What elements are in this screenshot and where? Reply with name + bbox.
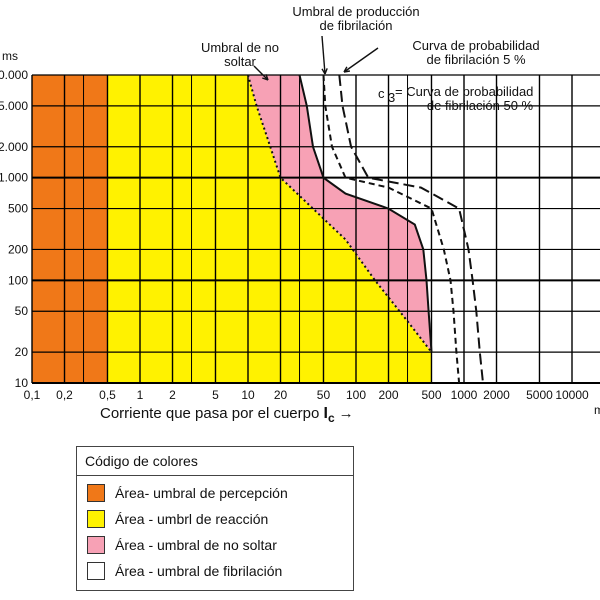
y-tick-label: 200	[8, 242, 28, 256]
y-tick-label: 1.000	[0, 171, 28, 185]
annotation-arrow	[343, 47, 379, 73]
swatch-pink	[87, 536, 105, 554]
x-tick-label: 1	[137, 388, 144, 402]
annotation-text: Umbral de producción	[292, 4, 419, 19]
x-tick-label: 5	[212, 388, 219, 402]
x-tick-label: 0,5	[99, 388, 116, 402]
annotation-text: soltar	[224, 54, 256, 69]
legend-item-no-let-go: Área - umbral de no soltar	[87, 534, 277, 556]
annotation-text: 3	[388, 90, 395, 105]
color-legend: Código de colores Área- umbral de percep…	[76, 446, 354, 591]
annotation-text: Curva de probabilidad	[412, 38, 539, 53]
annotation-text: de fibrilación	[320, 18, 393, 33]
area-reaction	[107, 75, 432, 383]
legend-label: Área - umbrl de reacción	[115, 511, 269, 527]
area-perception	[32, 75, 108, 383]
x-tick-label: 10	[241, 388, 255, 402]
x-tick-label: 10000	[555, 388, 589, 402]
y-tick-label: 10	[15, 376, 29, 390]
x-tick-label: 200	[378, 388, 398, 402]
x-tick-label: 50	[317, 388, 331, 402]
y-tick-label: 50	[15, 304, 29, 318]
x-tick-label: 0,2	[56, 388, 73, 402]
x-tick-label: 20	[274, 388, 288, 402]
legend-title: Código de colores	[85, 453, 198, 469]
legend-label: Área - umbral de fibrilación	[115, 563, 283, 579]
legend-label: Área- umbral de percepción	[115, 485, 288, 501]
x-tick-label: 2	[169, 388, 176, 402]
legend-item-fibrillation: Área - umbral de fibrilación	[87, 560, 282, 582]
swatch-yellow	[87, 510, 105, 528]
x-tick-label: 2000	[483, 388, 510, 402]
annotation-text: de fibrilación 50 %	[427, 98, 534, 113]
legend-item-perception: Área- umbral de percepción	[87, 482, 288, 504]
x-unit-label: m	[594, 403, 600, 417]
curve-solid	[298, 74, 433, 353]
arrow-head-icon	[343, 66, 351, 73]
y-unit-label: ms	[2, 49, 18, 63]
x-axis-label: Corriente que pasa por el cuerpo Ic →	[100, 405, 354, 425]
x-tick-label: 5000	[526, 388, 553, 402]
y-tick-label: 500	[8, 202, 28, 216]
annotation-text: c	[378, 86, 385, 101]
annotation-text: Umbral de no	[201, 40, 279, 55]
x-tick-label: 500	[421, 388, 441, 402]
legend-item-reaction: Área - umbrl de reacción	[87, 508, 268, 530]
x-tick-label: 100	[346, 388, 366, 402]
annotation-text: = Curva de probabilidad	[395, 84, 533, 99]
y-tick-label: 20	[15, 345, 29, 359]
x-tick-label: 0,1	[24, 388, 41, 402]
curve-longdash	[338, 74, 484, 384]
y-tick-label: 5.000	[0, 99, 28, 113]
x-tick-label: 1000	[451, 388, 478, 402]
swatch-orange	[87, 484, 105, 502]
area-no-let-go	[248, 75, 432, 353]
arrow-head-icon	[262, 74, 269, 81]
legend-divider	[77, 475, 353, 476]
arrow-head-icon	[321, 68, 328, 75]
annotation-arrow	[321, 35, 326, 75]
y-tick-label: 2.000	[0, 140, 28, 154]
swatch-white	[87, 562, 105, 580]
y-tick-label: 100	[8, 273, 28, 287]
annotation-text: de fibrilación 5 %	[427, 52, 526, 67]
legend-label: Área - umbral de no soltar	[115, 537, 277, 553]
annotation-arrow	[253, 65, 269, 81]
y-tick-label: 10.000	[0, 68, 28, 82]
